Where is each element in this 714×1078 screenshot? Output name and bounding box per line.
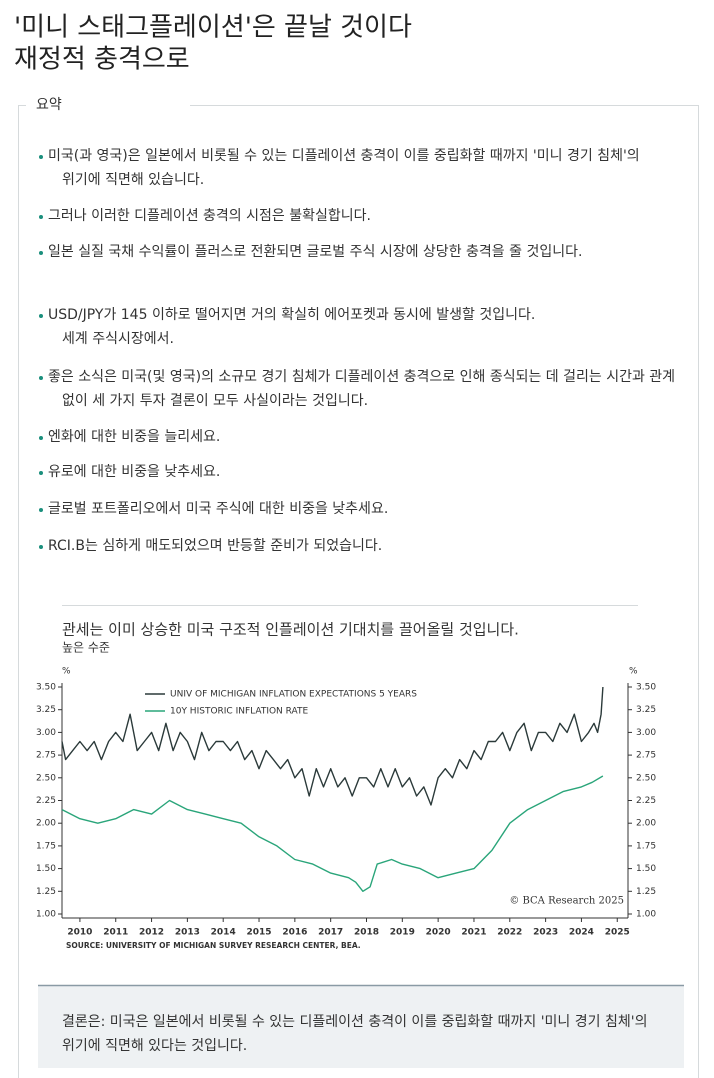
x-tick-label: 2022 bbox=[497, 928, 522, 938]
series-line bbox=[61, 686, 604, 806]
chart-title: 관세는 이미 상승한 미국 구조적 인플레이션 기대치를 끌어올릴 것입니다. bbox=[62, 621, 519, 639]
y-unit-left: % bbox=[62, 667, 71, 677]
x-tick-label: 2021 bbox=[461, 928, 486, 938]
x-tick-label: 2019 bbox=[390, 928, 415, 938]
bullet-text: RCI.B는 심하게 매도되었으며 반등할 준비가 되었습니다. bbox=[48, 538, 382, 554]
legend-label: UNIV OF MICHIGAN INFLATION EXPECTATIONS … bbox=[170, 690, 417, 700]
conclusion-text: 위기에 직면해 있다는 것입니다. bbox=[62, 1038, 247, 1054]
legend-label: 10Y HISTORIC INFLATION RATE bbox=[170, 707, 308, 717]
summary-frame bbox=[18, 105, 699, 1078]
chart-subtitle: 높은 수준 bbox=[62, 641, 110, 655]
x-tick-label: 2012 bbox=[139, 928, 164, 938]
x-tick-label: 2025 bbox=[605, 928, 630, 938]
bullet-text: USD/JPY가 145 이하로 떨어지면 거의 확실히 에어포켓과 동시에 발… bbox=[48, 307, 535, 323]
y-tick-label-right: 3.50 bbox=[636, 683, 656, 693]
y-tick-label-right: 1.00 bbox=[636, 910, 656, 920]
y-tick-label-left: 2.00 bbox=[36, 819, 56, 829]
bullet-text: 엔화에 대한 비중을 늘리세요. bbox=[48, 429, 220, 445]
y-tick-label-left: 1.25 bbox=[36, 887, 56, 897]
bullet-text: 없이 세 가지 투자 결론이 모두 사실이라는 것입니다. bbox=[62, 393, 368, 409]
bullet-text: 위기에 직면해 있습니다. bbox=[62, 172, 204, 188]
bullet-text: 유로에 대한 비중을 낮추세요. bbox=[48, 464, 220, 480]
bullet-text: 좋은 소식은 미국(및 영국)의 소규모 경기 침체가 디플레이션 충격으로 인… bbox=[48, 369, 675, 385]
bullet-dot bbox=[39, 471, 43, 475]
y-tick-label-left: 1.75 bbox=[36, 841, 56, 851]
y-tick-label-right: 1.25 bbox=[636, 887, 656, 897]
series-line bbox=[61, 775, 604, 892]
bullet-text: 미국(과 영국)은 일본에서 비롯될 수 있는 디플레이션 충격이 이를 중립화… bbox=[48, 148, 640, 164]
bullet-dot bbox=[39, 545, 43, 549]
x-tick-label: 2013 bbox=[175, 928, 200, 938]
y-tick-label-left: 2.50 bbox=[36, 773, 56, 783]
y-tick-label-right: 2.25 bbox=[636, 796, 656, 806]
y-tick-label-right: 3.00 bbox=[636, 728, 656, 738]
y-tick-label-left: 2.25 bbox=[36, 796, 56, 806]
conclusion-text: 결론은: 미국은 일본에서 비롯될 수 있는 디플레이션 충격이 이를 중립화할… bbox=[62, 1014, 647, 1030]
y-tick-label-left: 3.00 bbox=[36, 728, 56, 738]
bullet-dot bbox=[39, 314, 43, 318]
y-tick-label-left: 3.25 bbox=[36, 705, 56, 715]
y-tick-label-left: 2.75 bbox=[36, 751, 56, 761]
bullet-dot bbox=[39, 251, 43, 255]
page-title: '미니 스태그플레이션'은 끝날 것이다 bbox=[14, 13, 412, 43]
x-tick-label: 2011 bbox=[103, 928, 128, 938]
x-tick-label: 2010 bbox=[67, 928, 92, 938]
y-tick-label-left: 1.50 bbox=[36, 864, 56, 874]
bullet-dot bbox=[39, 436, 43, 440]
y-tick-label-left: 1.00 bbox=[36, 910, 56, 920]
y-unit-right: % bbox=[629, 667, 638, 677]
x-tick-label: 2020 bbox=[426, 928, 451, 938]
y-tick-label-right: 1.50 bbox=[636, 864, 656, 874]
x-tick-label: 2018 bbox=[354, 928, 379, 938]
bullet-dot bbox=[39, 508, 43, 512]
y-tick-label-right: 3.25 bbox=[636, 705, 656, 715]
x-tick-label: 2024 bbox=[569, 928, 594, 938]
x-tick-label: 2016 bbox=[282, 928, 307, 938]
y-tick-label-right: 1.75 bbox=[636, 841, 656, 851]
bullet-text: 그러나 이러한 디플레이션 충격의 시점은 불확실합니다. bbox=[48, 208, 371, 224]
x-tick-label: 2015 bbox=[246, 928, 271, 938]
y-tick-label-right: 2.50 bbox=[636, 773, 656, 783]
bullet-dot bbox=[39, 376, 43, 380]
y-tick-label-left: 3.50 bbox=[36, 683, 56, 693]
bullet-text: 일본 실질 국채 수익률이 플러스로 전환되면 글로벌 주식 시장에 상당한 충… bbox=[48, 244, 582, 260]
watermark: © BCA Research 2025 bbox=[509, 896, 624, 907]
bullet-dot bbox=[39, 155, 43, 159]
page-title: 재정적 충격으로 bbox=[14, 45, 190, 75]
chart-source: SOURCE: UNIVERSITY OF MICHIGAN SURVEY RE… bbox=[66, 941, 361, 950]
conclusion-box bbox=[38, 985, 684, 1068]
y-tick-label-right: 2.00 bbox=[636, 819, 656, 829]
bullet-text: 세계 주식시장에서. bbox=[62, 331, 174, 347]
x-tick-label: 2017 bbox=[318, 928, 343, 938]
x-tick-label: 2023 bbox=[533, 928, 558, 938]
x-tick-label: 2014 bbox=[211, 928, 236, 938]
summary-label: 요약 bbox=[36, 97, 62, 113]
bullet-text: 글로벌 포트폴리오에서 미국 주식에 대한 비중을 낮추세요. bbox=[48, 501, 388, 517]
bullet-dot bbox=[39, 215, 43, 219]
y-tick-label-right: 2.75 bbox=[636, 751, 656, 761]
